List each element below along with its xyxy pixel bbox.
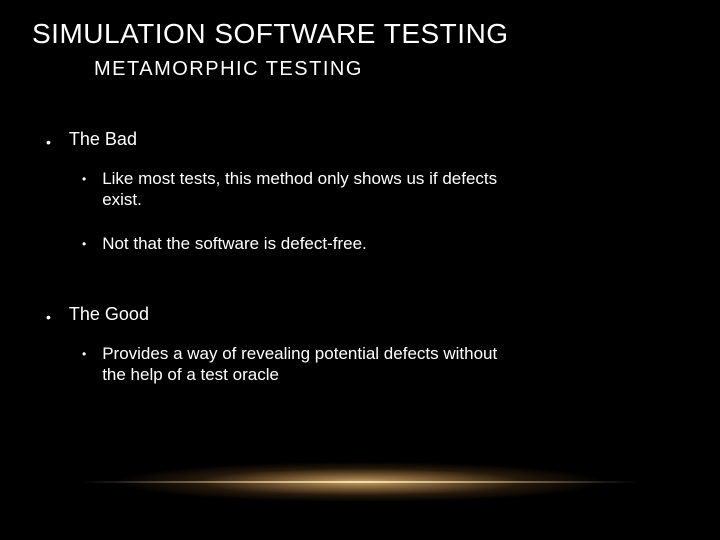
slide-body: • The Bad • Like most tests, this method… [46,129,688,385]
section-bad: • The Bad • Like most tests, this method… [46,129,688,254]
section-gap [46,276,688,304]
list-item: • Like most tests, this method only show… [82,168,512,211]
bullet-icon: • [82,173,86,185]
list-item-text: Like most tests, this method only shows … [102,168,512,211]
section-good: • The Good • Provides a way of revealing… [46,304,688,386]
section-heading: The Bad [69,129,137,150]
bullet-icon: • [46,135,51,149]
list-item-text: Provides a way of revealing potential de… [102,343,512,386]
list-item: • Not that the software is defect-free. [82,233,512,254]
slide: SIMULATION SOFTWARE TESTING METAMORPHIC … [0,0,720,540]
list-item-text: Not that the software is defect-free. [102,233,367,254]
bullet-icon: • [82,238,86,250]
bullet-icon: • [82,348,86,360]
glow-effect [0,452,720,512]
list-item: • Provides a way of revealing potential … [82,343,512,386]
glow-line [80,481,640,483]
section-heading: The Good [69,304,149,325]
slide-subtitle: METAMORPHIC TESTING [94,58,688,81]
bullet-icon: • [46,310,51,324]
slide-title: SIMULATION SOFTWARE TESTING [32,18,688,50]
